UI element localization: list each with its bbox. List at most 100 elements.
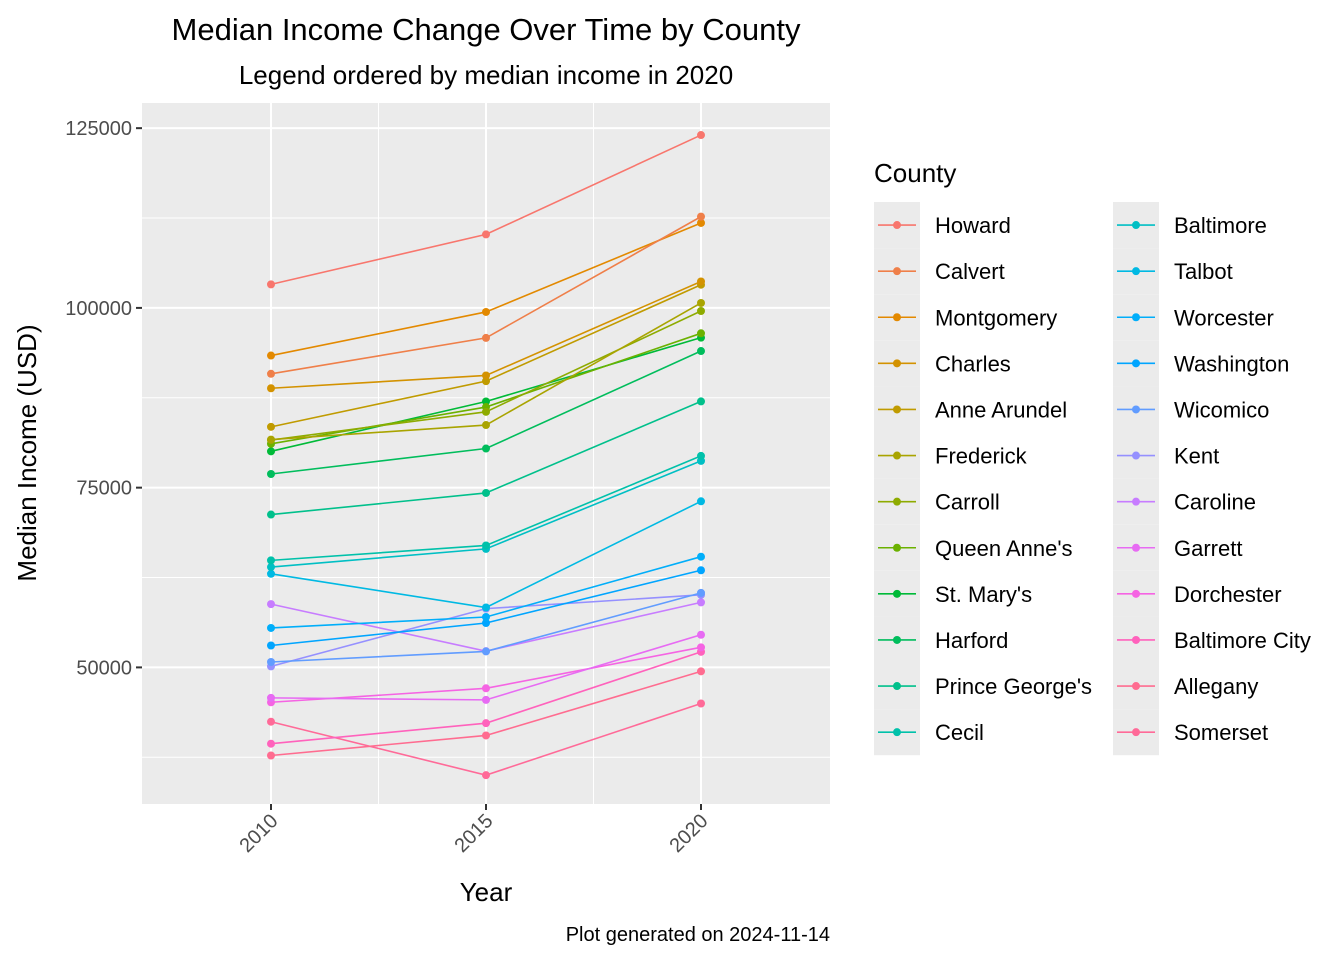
data-point [697, 667, 705, 676]
data-point [482, 771, 490, 780]
legend-key-point [1132, 405, 1140, 414]
legend-key-caroline [1113, 478, 1159, 525]
data-point [267, 369, 275, 378]
legend-key-point [893, 359, 901, 368]
legend-label: Anne Arundel [935, 397, 1067, 422]
legend-label: Harford [935, 628, 1008, 653]
series-garrett [267, 630, 705, 704]
series-layer [267, 131, 705, 780]
legend-key-point [893, 405, 901, 414]
legend-key-worcester [1113, 294, 1159, 341]
data-point [267, 435, 275, 444]
legend-key-anne-arundel [874, 386, 920, 433]
series-washington [267, 566, 705, 650]
legend-key-calvert [874, 248, 920, 295]
data-point [267, 422, 275, 431]
legend-label: Talbot [1174, 259, 1233, 284]
data-point [267, 563, 275, 572]
legend-key-kent [1113, 432, 1159, 479]
legend-key-point [893, 451, 901, 460]
legend: Howard Calvert Montgomery Charles Anne Arund… [874, 202, 1311, 756]
legend-key-point [1132, 728, 1140, 737]
data-point [482, 444, 490, 453]
legend-key-baltimore-city [1113, 616, 1159, 663]
data-point [482, 684, 490, 693]
data-point [267, 739, 275, 748]
legend-label: Dorchester [1174, 582, 1282, 607]
legend-key-point [1132, 359, 1140, 368]
x-tick-label: 2015 [451, 810, 498, 857]
data-point [697, 598, 705, 607]
data-point [267, 693, 275, 702]
data-point [482, 397, 490, 406]
legend-label: Cecil [935, 720, 984, 745]
data-point [697, 212, 705, 221]
data-point [697, 347, 705, 356]
legend-key-point [1132, 451, 1140, 460]
legend-key-point [893, 589, 901, 598]
series-charles [267, 277, 705, 393]
legend-key-dorchester [1113, 570, 1159, 617]
y-tick-label: 125000 [65, 118, 132, 140]
series-cecil [267, 451, 705, 565]
y-tick-label: 100000 [65, 298, 132, 320]
data-point [482, 695, 490, 704]
legend-key-talbot [1113, 248, 1159, 295]
series-wicomico [267, 588, 705, 666]
data-point [697, 451, 705, 460]
data-point [482, 541, 490, 550]
series-baltimore-city [267, 647, 705, 748]
data-point [482, 333, 490, 342]
legend-label: Kent [1174, 444, 1219, 469]
legend-key-howard [874, 202, 920, 249]
data-point [697, 298, 705, 307]
series-howard [267, 131, 705, 289]
data-point [267, 751, 275, 760]
data-point [697, 329, 705, 338]
data-point [697, 588, 705, 597]
series-somerset [267, 699, 705, 780]
legend-label: Montgomery [935, 305, 1057, 330]
legend-label: Worcester [1174, 305, 1274, 330]
data-point [267, 351, 275, 360]
x-tick-label: 2010 [236, 810, 283, 857]
legend-label: Frederick [935, 444, 1028, 469]
legend-key-charles [874, 340, 920, 387]
series-talbot [267, 497, 705, 612]
series-allegany [267, 667, 705, 760]
legend-key-garrett [1113, 524, 1159, 571]
legend-label: Queen Anne's [935, 536, 1073, 561]
series-calvert [267, 212, 705, 378]
x-tick-label: 2020 [666, 810, 713, 857]
legend-key-somerset [1113, 709, 1159, 756]
data-point [482, 731, 490, 740]
legend-key-point [1132, 267, 1140, 276]
data-point [697, 643, 705, 652]
data-point [482, 230, 490, 239]
chart-subtitle: Legend ordered by median income in 2020 [239, 60, 733, 90]
x-axis-title: Year [460, 877, 513, 907]
legend-label: Calvert [935, 259, 1005, 284]
legend-key-carroll [874, 478, 920, 525]
legend-key-point [1132, 313, 1140, 322]
data-point [267, 641, 275, 650]
legend-label: Somerset [1174, 720, 1268, 745]
series-harford [267, 347, 705, 478]
data-point [482, 371, 490, 380]
legend-key-wicomico [1113, 386, 1159, 433]
legend-key-point [893, 313, 901, 322]
legend-key-point [893, 682, 901, 691]
series-dorchester [267, 643, 705, 707]
data-point [267, 469, 275, 478]
legend-key-point [1132, 497, 1140, 506]
legend-key-point [1132, 543, 1140, 552]
chart-title: Median Income Change Over Time by County [172, 12, 801, 47]
data-point [482, 377, 490, 386]
legend-label: Prince George's [935, 674, 1092, 699]
legend-label: Washington [1174, 351, 1289, 376]
y-tick-label: 50000 [76, 657, 132, 679]
data-point [697, 277, 705, 286]
data-point [482, 421, 490, 430]
legend-label: Garrett [1174, 536, 1242, 561]
